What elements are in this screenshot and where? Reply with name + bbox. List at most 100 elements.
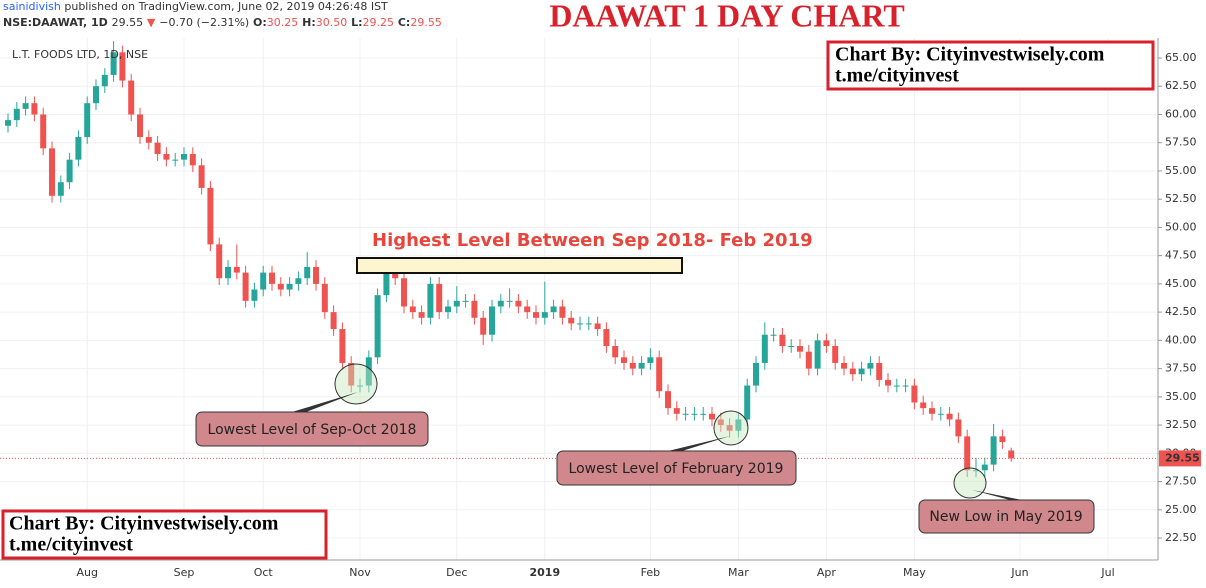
candle-body [137, 114, 144, 138]
candle-body [181, 153, 188, 160]
candle-body [638, 362, 645, 369]
callout-pointer [972, 490, 1022, 500]
callout-box [195, 411, 429, 447]
candle-body [946, 413, 953, 420]
candle-body [436, 283, 443, 313]
credit: t.me/cityinvest [9, 534, 133, 556]
last-price-label: 29.55 [1165, 451, 1200, 464]
candle-body [867, 362, 874, 369]
candle-body [814, 340, 821, 369]
candle-body [612, 346, 619, 358]
candle-body [973, 470, 980, 472]
candle-body [524, 306, 531, 313]
candle-body [462, 300, 469, 302]
y-tick-label: 40.00 [1165, 333, 1197, 346]
y-tick-label: 50.00 [1165, 220, 1197, 233]
candle-body [198, 165, 205, 188]
candle-body [330, 312, 337, 330]
candle-body [260, 272, 267, 290]
candle-body [577, 323, 584, 325]
x-tick-label: Mar [728, 566, 749, 579]
y-tick-label: 55.00 [1165, 164, 1197, 177]
y-tick-label: 25.00 [1165, 503, 1197, 516]
chart-title: DAAWAT 1 DAY CHART [549, 0, 904, 33]
candle-body [515, 300, 522, 307]
candle-body [779, 334, 786, 347]
candle-body [392, 272, 399, 279]
candle-body [506, 300, 513, 302]
candle-body [585, 323, 592, 325]
candle-body [999, 436, 1006, 443]
author: sainidivish [3, 0, 61, 13]
symbol: NSE:DAAWAT, 1D [3, 16, 108, 29]
l-label: L: [351, 16, 362, 29]
symbol-line: NSE:DAAWAT, 1D 29.55 ▼ −0.70 (−2.31%) O:… [3, 16, 442, 29]
candle-body [700, 413, 707, 415]
candle-body [277, 283, 284, 290]
candle-body [471, 300, 478, 318]
candle-body [480, 317, 487, 335]
candle-body [489, 306, 496, 335]
candle-body [753, 362, 760, 386]
x-tick-label: Jul [1100, 566, 1114, 579]
candle-body [383, 272, 390, 296]
l: 29.25 [363, 16, 395, 29]
grid [0, 38, 1158, 560]
publish-line: sainidivish published on TradingView.com… [3, 0, 388, 13]
candle-body [163, 153, 170, 160]
y-tick-label: 27.50 [1165, 475, 1197, 488]
x-tick-label: Apr [817, 566, 837, 579]
candle-body [453, 300, 460, 307]
candle-body [13, 108, 20, 121]
annotation: New Low in May 2019 [929, 509, 1082, 525]
candle-body [533, 312, 540, 318]
candle-body [427, 283, 434, 318]
change: −0.70 (−2.31%) [159, 16, 249, 29]
candle-body [788, 346, 795, 348]
candle-body [75, 137, 82, 160]
y-tick-label: 37.50 [1165, 362, 1197, 375]
candle-body [189, 153, 196, 166]
x-tick-label: Feb [641, 566, 660, 579]
credit-box [1, 509, 328, 560]
candle-body [286, 283, 293, 290]
candle-body [876, 362, 883, 380]
candle-body [647, 357, 654, 363]
candle-body [841, 362, 848, 369]
y-tick-label: 60.00 [1165, 107, 1197, 120]
callout-box [556, 450, 797, 486]
candle-body [541, 312, 548, 318]
credit: Chart By: Cityinvestwisely.com [835, 44, 1105, 66]
candle-body [313, 266, 320, 284]
candle-body [550, 306, 557, 313]
candle-body [119, 52, 126, 81]
callout-circle [953, 467, 987, 499]
candle-body [709, 413, 716, 420]
x-tick-label: Jun [1010, 566, 1028, 579]
candle-body [110, 52, 117, 75]
callout-pointer [668, 436, 730, 451]
candle-body [691, 413, 698, 415]
h: 30.50 [316, 16, 348, 29]
candle-body [40, 114, 47, 149]
y-tick-label: 52.50 [1165, 192, 1197, 205]
candle-body [832, 346, 839, 363]
candle-body [22, 103, 29, 109]
candle-body [559, 306, 566, 318]
credit: Chart By: Cityinvestwisely.com [9, 513, 279, 535]
candle-body [84, 103, 91, 138]
o: 30.25 [267, 16, 299, 29]
candle-body [304, 266, 311, 279]
x-tick-label: Nov [349, 566, 371, 579]
x-tick-label: Sep [174, 566, 195, 579]
c-label: C: [398, 16, 410, 29]
candle-body [990, 436, 997, 465]
o-label: O: [253, 16, 267, 29]
candle-body [629, 362, 636, 369]
y-tick-label: 62.50 [1165, 79, 1197, 92]
annotation: Lowest Level of Sep-Oct 2018 [208, 422, 417, 438]
candle-body [665, 391, 672, 409]
candle-body [929, 408, 936, 414]
y-tick-label: 32.50 [1165, 418, 1197, 431]
